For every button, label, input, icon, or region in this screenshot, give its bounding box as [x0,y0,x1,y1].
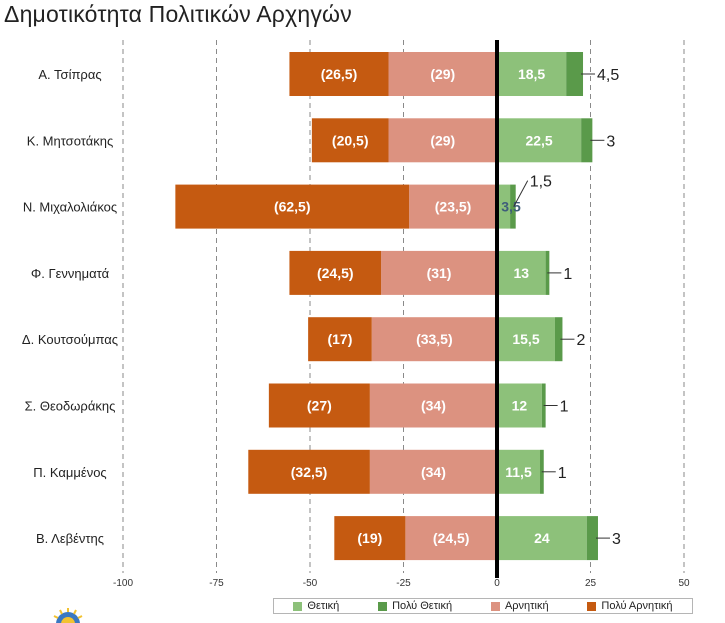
bar-positive [497,383,542,428]
category-label: Σ. Θεοδωράκης [25,399,116,414]
bar-negative [381,250,497,295]
bar-negative [409,184,497,229]
bar-positive [497,449,541,494]
data-label-positive: 11,5 [505,464,532,480]
data-label-very-positive: 4,5 [597,67,619,84]
data-label-negative: (33,5) [416,331,453,347]
bar-very-negative [334,516,406,561]
bar-very-negative [308,317,372,362]
bar-positive [497,118,582,163]
data-label-negative: (29) [430,66,455,82]
data-label-very-negative: (20,5) [332,132,369,148]
category-label: Κ. Μητσοτάκης [27,133,113,148]
data-label-very-negative: (24,5) [317,265,354,281]
x-tick-labels: -100 -75 -50 -25 0 25 50 [113,578,690,589]
data-labels: (29) (26,5) 18,5 4,5 (29) (20,5) 22,5 3 (23,5) (6… [274,66,621,548]
category-label: Δ. Κουτσούμπας [22,332,118,347]
data-label-positive: 15,5 [512,331,539,347]
x-tick-label: -50 [303,578,318,589]
data-label-very-positive: 1 [563,266,572,283]
bar-very-negative [289,52,389,96]
legend-label: Θετική [307,600,340,612]
bar-very-negative [175,184,410,229]
bar-very-positive [554,317,563,362]
bar-negative [405,516,497,561]
data-label-very-positive: 3 [606,133,615,150]
data-label-negative: (24,5) [433,530,470,546]
bar-very-positive [510,184,516,229]
bar-negative [369,449,497,494]
data-label-very-negative: (27) [307,398,332,414]
data-label-very-negative: (17) [327,331,352,347]
legend: Θετική Πολύ Θετική Αρνητική Πολύ Αρνητικ… [273,598,693,614]
data-label-very-negative: (32,5) [291,464,328,480]
bar-positive [497,52,567,96]
x-tick-label: -100 [113,578,133,589]
bar-very-negative [268,383,370,428]
legend-label: Πολύ Αρνητική [601,600,673,612]
legend-swatch [293,601,303,611]
data-label-positive: 22,5 [525,132,552,148]
bar-very-positive [586,516,598,561]
data-label-positive: 3,5 [501,199,521,215]
bar-very-negative [311,118,389,163]
category-label: Β. Λεβέντης [36,531,104,546]
legend-swatch [378,601,388,611]
bar-positive [497,516,587,561]
category-label: Π. Καμμένος [33,465,106,480]
category-labels: Α. Τσίπρας Κ. Μητσοτάκης Ν. Μιχαλολιάκος Φ.… [22,67,118,546]
category-label: Α. Τσίπρας [38,67,101,82]
data-label-negative: (29) [430,132,455,148]
bar-very-negative [248,449,370,494]
bar-very-positive [566,52,584,96]
category-label: Ν. Μιχαλολιάκος [23,200,117,215]
data-label-very-positive: 1 [558,465,567,482]
legend-label: Αρνητική [504,600,549,612]
data-label-negative: (23,5) [435,199,472,215]
legend-item: Θετική [293,600,339,612]
data-label-very-negative: (26,5) [321,66,358,82]
x-tick-label: -75 [209,578,224,589]
bar-negative [388,118,497,163]
legend-item: Πολύ Αρνητική [587,600,673,612]
logo-icon [48,606,88,623]
legend-label: Πολύ Θετική [392,600,453,612]
bar-positive [497,250,546,295]
data-label-negative: (31) [427,265,452,281]
data-label-very-negative: (19) [357,530,382,546]
data-label-positive: 24 [534,530,550,546]
bar-negative [371,317,497,362]
data-label-very-positive: 3 [612,531,621,548]
data-label-very-negative: (62,5) [274,199,311,215]
legend-item: Πολύ Θετική [378,600,452,612]
category-label: Φ. Γεννηματά [31,266,110,281]
data-label-very-positive: 1 [560,399,569,416]
x-tick-label: 0 [494,578,500,589]
leader-line [513,180,529,207]
data-label-positive: 13 [514,265,530,281]
legend-item: Αρνητική [490,600,549,612]
data-label-very-positive: 1,5 [530,174,552,191]
bar-very-positive [581,118,593,163]
x-tick-label: -25 [396,578,411,589]
x-tick-label: 50 [678,578,690,589]
data-label-negative: (34) [421,464,446,480]
data-label-negative: (34) [421,398,446,414]
bar-positive [497,317,555,362]
x-tick-label: 25 [585,578,597,589]
bar-positive [497,184,511,229]
bar-negative [369,383,497,428]
bar-negative [388,52,497,96]
data-label-positive: 18,5 [518,66,545,82]
legend-swatch [587,601,597,611]
bars [175,52,598,561]
bar-very-negative [289,250,382,295]
chart-title: Δημοτικότητα Πολιτικών Αρχηγών [4,1,352,27]
data-label-very-positive: 2 [576,332,585,349]
legend-swatch [490,601,500,611]
data-label-positive: 12 [512,398,528,414]
